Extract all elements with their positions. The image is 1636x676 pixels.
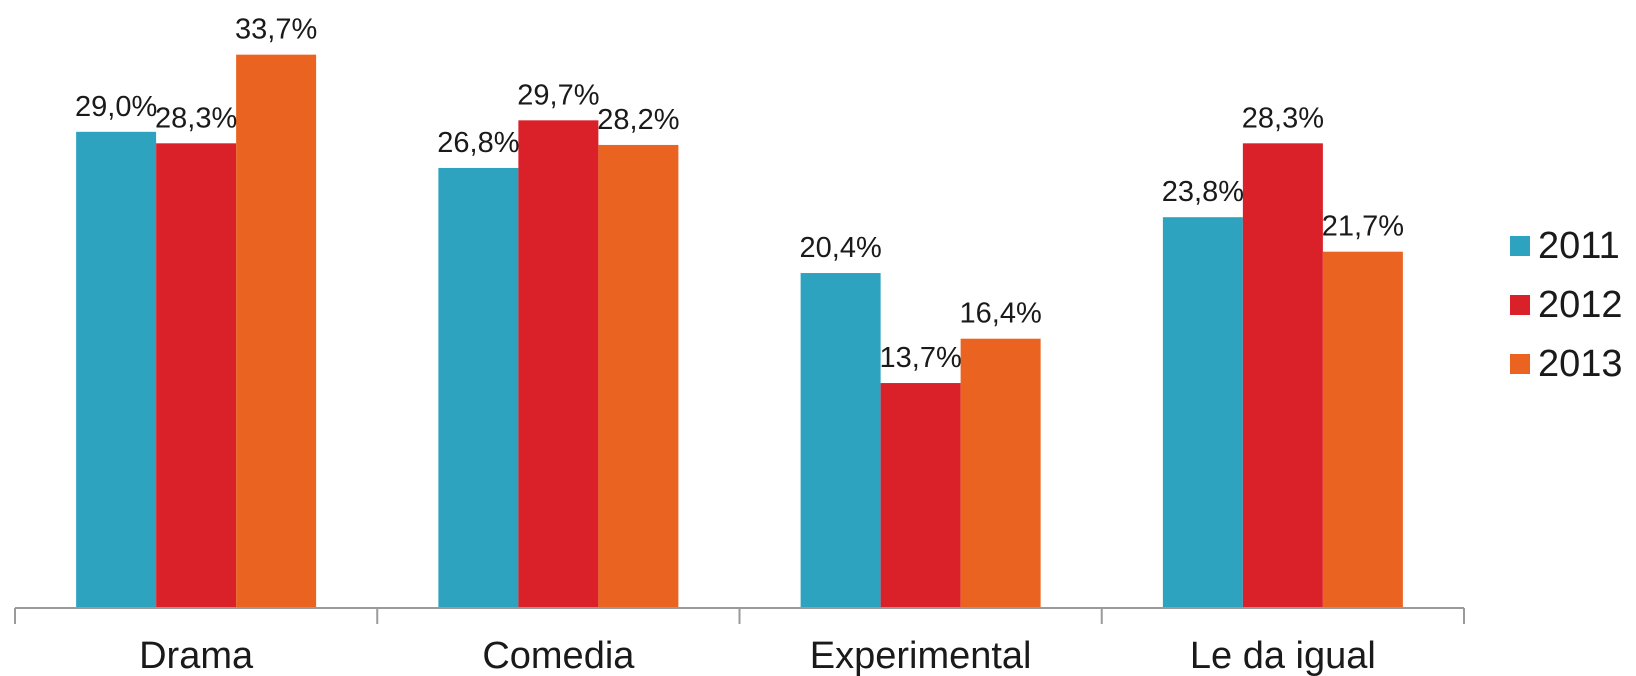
legend-label: 2011 bbox=[1538, 225, 1620, 267]
bar-2012-drama bbox=[156, 143, 237, 608]
legend-item-2011: 2011 bbox=[1510, 225, 1620, 267]
legend-item-2013: 2013 bbox=[1510, 343, 1623, 385]
bar-2012-experimental bbox=[880, 383, 961, 608]
legend: 2011 2012 2013 bbox=[1510, 225, 1623, 385]
bar-2011-comedia bbox=[438, 167, 519, 608]
x-tick-label: Comedia bbox=[482, 635, 635, 676]
data-label: 29,0% bbox=[75, 91, 157, 123]
bar-2011-le-da-igual bbox=[1162, 217, 1243, 609]
legend-label: 2012 bbox=[1538, 284, 1623, 326]
x-tick-label: Drama bbox=[139, 635, 254, 676]
x-axis: Drama Comedia Experimental Le da igual bbox=[14, 607, 1465, 676]
data-label: 33,7% bbox=[235, 14, 317, 46]
data-label: 23,8% bbox=[1162, 176, 1244, 208]
bar-2012-comedia bbox=[518, 120, 599, 609]
x-tick-label: Experimental bbox=[810, 635, 1032, 676]
data-label: 13,7% bbox=[880, 342, 962, 374]
legend-label: 2013 bbox=[1538, 343, 1623, 385]
legend-item-2012: 2012 bbox=[1510, 284, 1623, 326]
bar-2011-drama bbox=[76, 131, 157, 608]
bar-2013-drama bbox=[236, 54, 317, 609]
data-label: 28,2% bbox=[597, 104, 679, 136]
data-labels-layer: 29,0%28,3%33,7%26,8%29,7%28,2%20,4%13,7%… bbox=[75, 14, 1404, 374]
bar-2012-le-da-igual bbox=[1242, 143, 1323, 608]
bar-2011-experimental bbox=[800, 273, 881, 608]
data-label: 29,7% bbox=[517, 79, 599, 111]
data-label: 20,4% bbox=[800, 232, 882, 264]
legend-swatch bbox=[1510, 236, 1530, 256]
data-label: 26,8% bbox=[437, 127, 519, 159]
x-tick-label: Le da igual bbox=[1190, 635, 1376, 676]
bar-2013-experimental bbox=[960, 338, 1041, 608]
data-label: 16,4% bbox=[960, 298, 1042, 330]
bars-layer bbox=[76, 54, 1403, 609]
data-label: 21,7% bbox=[1322, 211, 1404, 243]
legend-swatch bbox=[1510, 354, 1530, 374]
data-label: 28,3% bbox=[155, 102, 237, 134]
bar-2013-comedia bbox=[598, 144, 679, 608]
legend-swatch bbox=[1510, 295, 1530, 315]
bar-2013-le-da-igual bbox=[1322, 251, 1403, 608]
data-label: 28,3% bbox=[1242, 102, 1324, 134]
